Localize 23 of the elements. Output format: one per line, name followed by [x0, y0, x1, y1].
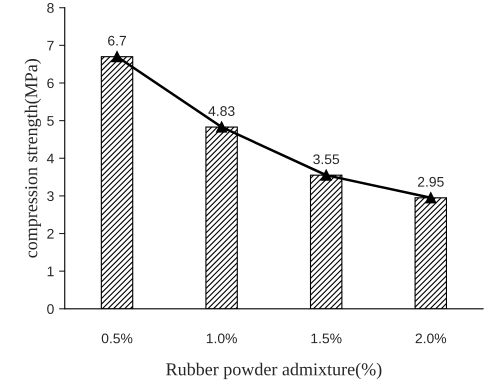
point	[425, 192, 436, 204]
y-tick-label: 0	[47, 304, 54, 314]
point	[320, 170, 332, 181]
x-tick-label: 0.5%	[102, 333, 132, 344]
y-tick-label: 7	[47, 40, 54, 50]
point	[111, 51, 123, 62]
y-tick-label: 5	[47, 116, 54, 126]
y-tick-label: 1	[48, 266, 54, 276]
y-tick-label: 8	[47, 3, 54, 13]
y-axis-title: compression strength(MPa)	[24, 59, 42, 258]
x-axis-title: Rubber powder admixture(%)	[166, 362, 382, 380]
data-label: 3.55	[313, 154, 340, 164]
data-label: 4.83	[208, 106, 235, 116]
y-tick-label: 2	[47, 228, 54, 239]
x-tick-label: 1.5%	[311, 334, 342, 344]
point	[216, 121, 228, 133]
x-tick-label: 2.0%	[416, 333, 446, 344]
y-tick-label: 3	[47, 191, 54, 202]
data-label: 2.95	[418, 176, 444, 187]
y-tick-label: 6	[47, 78, 54, 88]
y-tick-label: 4	[46, 154, 54, 164]
data-label: 6.7	[108, 36, 126, 46]
x-tick-label: 1.0%	[206, 333, 237, 344]
